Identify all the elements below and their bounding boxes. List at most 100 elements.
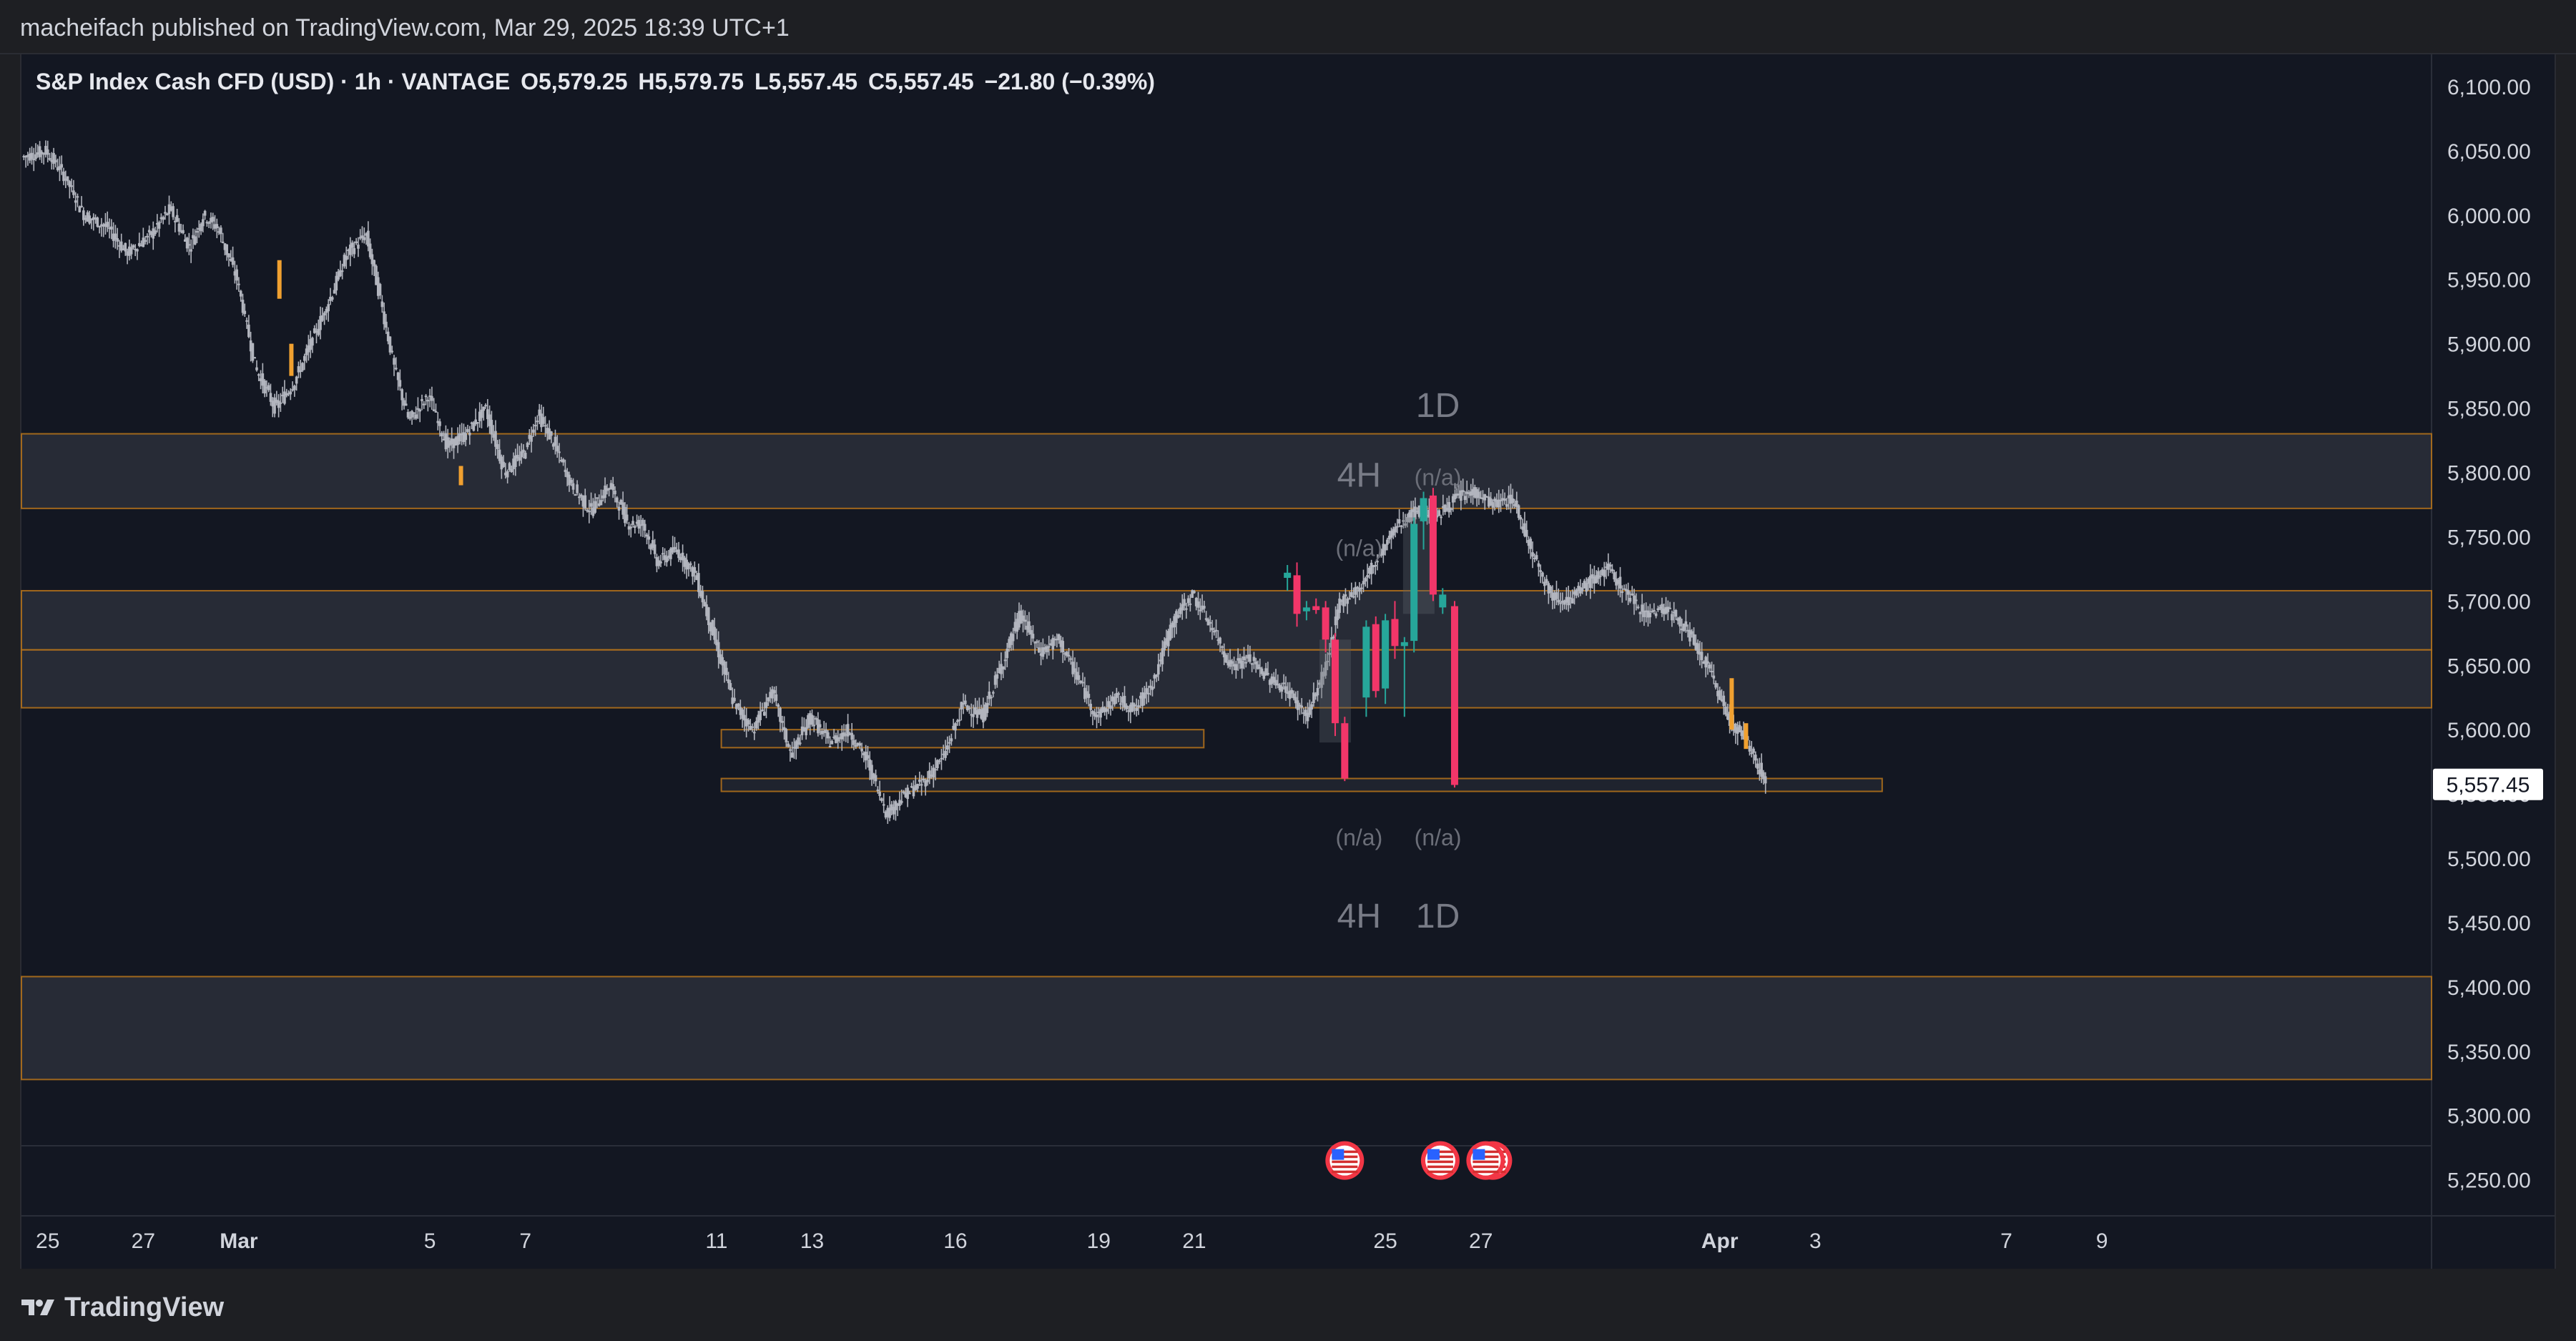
hourly-candle — [771, 686, 774, 704]
x-tick-label: 19 — [1087, 1229, 1111, 1253]
hourly-candle — [255, 360, 258, 372]
hourly-candle — [1575, 588, 1578, 599]
hourly-candle — [1671, 610, 1673, 627]
htf-candle — [1429, 488, 1437, 601]
hourly-candle — [1390, 527, 1393, 549]
hourly-candle — [601, 489, 605, 502]
hourly-candle — [1551, 585, 1554, 609]
hourly-candle — [800, 717, 804, 740]
hourly-candle — [233, 260, 237, 284]
us-economic-event-icon[interactable] — [1325, 1141, 1365, 1180]
hourly-candle — [1386, 537, 1389, 551]
x-tick-label: 9 — [2096, 1229, 2108, 1253]
hourly-candle — [1601, 567, 1604, 576]
sr-zone-0[interactable] — [21, 433, 2432, 509]
hourly-candle — [104, 212, 107, 235]
hourly-candle — [210, 212, 212, 229]
hourly-candle — [1376, 554, 1379, 571]
hourly-candle — [502, 455, 505, 468]
hourly-candle — [1039, 642, 1043, 666]
hourly-candle — [112, 222, 115, 247]
hourly-candle — [538, 403, 541, 425]
hourly-candle — [584, 488, 587, 511]
hourly-candle — [22, 154, 26, 160]
hourly-candle — [845, 724, 847, 742]
sr-zone-1[interactable] — [21, 589, 2432, 651]
hourly-candle — [916, 783, 919, 792]
hourly-candle — [422, 401, 426, 409]
hourly-candle — [528, 429, 531, 446]
hourly-candle — [1179, 602, 1182, 618]
hourly-candle — [393, 355, 395, 376]
hourly-candle — [550, 431, 553, 443]
sr-zone-3[interactable] — [21, 976, 2432, 1081]
hourly-candle — [727, 672, 730, 689]
hourly-candle — [432, 398, 436, 412]
hourly-candle — [904, 787, 908, 798]
hourly-candle — [1569, 591, 1572, 609]
hourly-candle — [187, 232, 191, 255]
hourly-candle — [1605, 561, 1608, 579]
hourly-candle — [1194, 596, 1198, 611]
highlight-candle — [1729, 678, 1734, 730]
hourly-candle — [1402, 511, 1405, 529]
hourly-candle — [416, 397, 420, 419]
hourly-candle — [1570, 589, 1574, 604]
hourly-candle — [920, 775, 923, 796]
tradingview-brand[interactable]: TradingView — [64, 1292, 225, 1322]
hourly-candle — [1304, 706, 1307, 724]
hourly-candle — [1147, 685, 1150, 703]
hourly-candle — [1036, 639, 1038, 649]
hourly-candle — [1505, 498, 1508, 511]
hourly-candle — [1636, 604, 1640, 609]
hourly-candle — [1153, 673, 1156, 689]
hourly-candle — [1481, 490, 1485, 504]
hourly-candle — [98, 225, 101, 234]
hourly-candle — [606, 484, 609, 495]
hourly-candle — [1499, 493, 1503, 512]
hourly-candle — [1051, 634, 1055, 660]
hourly-candle — [840, 725, 844, 751]
hourly-candle — [936, 759, 939, 771]
hourly-candle — [715, 628, 718, 652]
us-economic-event-icon[interactable] — [1420, 1141, 1460, 1180]
hourly-candle — [621, 491, 624, 519]
y-tick-label: 6,050.00 — [2447, 140, 2531, 164]
hourly-candle — [1427, 498, 1431, 524]
y-tick-label: 5,450.00 — [2447, 912, 2531, 935]
hourly-candle — [1511, 488, 1515, 509]
hourly-candle — [1734, 722, 1737, 745]
sr-zone-5[interactable] — [720, 777, 1883, 792]
hourly-candle — [213, 215, 217, 232]
hourly-candle — [637, 516, 641, 534]
hourly-candle — [319, 306, 322, 340]
hourly-candle — [126, 248, 129, 265]
hourly-candle — [114, 225, 117, 249]
hourly-candle — [870, 760, 873, 786]
us-economic-event-icon[interactable] — [1466, 1141, 1505, 1180]
hourly-candle — [514, 448, 517, 476]
hourly-candle — [540, 404, 543, 432]
hourly-candle — [64, 170, 67, 188]
hourly-candle — [734, 703, 738, 714]
hourly-candle — [239, 290, 242, 302]
hourly-candle — [825, 722, 827, 744]
hourly-candle — [518, 446, 521, 466]
hourly-candle — [587, 499, 591, 524]
hourly-candle — [908, 790, 911, 795]
hourly-candle — [1488, 488, 1490, 509]
hourly-candle — [1247, 644, 1249, 662]
hourly-candle — [195, 227, 199, 244]
hourly-candle — [72, 180, 75, 198]
y-tick-label: 5,950.00 — [2447, 269, 2531, 293]
hourly-candle — [1290, 687, 1294, 698]
hourly-candle — [1521, 519, 1524, 534]
tradingview-logo-icon[interactable] — [20, 1297, 56, 1318]
hourly-candle — [343, 252, 346, 269]
y-tick-label: 5,500.00 — [2447, 848, 2531, 871]
hourly-candle — [576, 480, 579, 496]
hourly-candle — [122, 245, 125, 251]
hourly-candle — [1515, 491, 1518, 514]
hourly-candle — [805, 719, 807, 740]
